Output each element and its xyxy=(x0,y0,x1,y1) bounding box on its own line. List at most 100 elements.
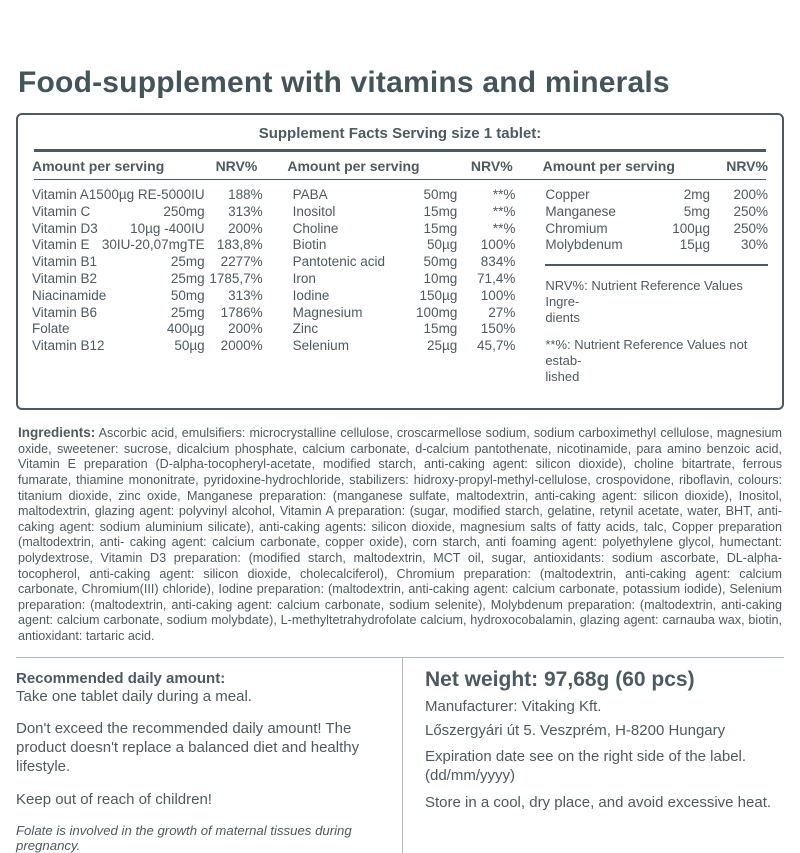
amount-per-serving-header: Amount per serving xyxy=(32,158,165,174)
nutrient-name: Manganese xyxy=(545,203,616,219)
nutrient-amount: 15µg xyxy=(679,237,710,253)
nutrient-amount: 5mg xyxy=(683,203,710,219)
page-title: Food-supplement with vitamins and minera… xyxy=(18,66,670,99)
nutrient-name: Iodine xyxy=(292,287,330,303)
nutrient-name: Vitamin D3 xyxy=(32,220,98,236)
nutrient-rows: Copper 2mg 200% Manganese 5mg 250% Chrom… xyxy=(545,187,768,254)
nutrient-nrv: 188% xyxy=(228,187,263,202)
nutrient-column-others: PABA 50mg **% Inositol 15mg **% Choline … xyxy=(293,187,516,396)
nutrient-nrv: 2000% xyxy=(220,338,263,354)
nutrient-amount: 1500µg RE-5000IU xyxy=(88,187,205,202)
nutrient-amount: 2mg xyxy=(683,187,710,202)
table-header-row: Amount per serving NRV% Amount per servi… xyxy=(32,152,768,179)
take-tablet-line: Take one tablet daily during a meal. xyxy=(16,687,252,705)
nutrient-name: Folate xyxy=(32,321,70,337)
nutrient-name: Vitamin B6 xyxy=(32,304,98,320)
nutrient-amount: 30IU-20,07mgTE xyxy=(101,237,205,253)
column-header-group-2: Amount per serving NRV% xyxy=(287,152,512,179)
table-row: Manganese 5mg 250% xyxy=(545,204,768,221)
nutrient-amount: 10mg xyxy=(423,270,458,286)
nutrient-nrv: **% xyxy=(492,187,516,202)
table-row: Copper 2mg 200% xyxy=(545,187,768,204)
nutrient-amount: 100mg xyxy=(416,304,458,320)
nutrient-nrv: **% xyxy=(492,203,516,219)
table-body: Vitamin A 1500µg RE-5000IU 188% Vitamin … xyxy=(32,180,768,396)
table-row: Vitamin E 30IU-20,07mgTE 183,8% xyxy=(32,237,263,254)
address-line: Lőszergyári út 5. Veszprém, H-8200 Hunga… xyxy=(425,721,726,739)
table-row: Choline 15mg **% xyxy=(293,221,516,238)
supplement-facts-table: Supplement Facts Serving size 1 tablet: … xyxy=(16,113,784,411)
table-row: Zinc 15mg 150% xyxy=(293,321,516,338)
column-header-group-3: Amount per serving NRV% xyxy=(543,152,768,179)
nutrient-amount: 50mg xyxy=(423,187,458,202)
nutrient-name: Inositol xyxy=(292,203,336,219)
nutrient-name: Vitamin E xyxy=(32,237,90,253)
nutrient-amount: 50mg xyxy=(423,254,458,270)
nutrient-amount: 150µg xyxy=(419,287,458,303)
nutrient-nrv: 200% xyxy=(733,187,768,202)
table-row: Vitamin C 250mg 313% xyxy=(32,204,263,221)
nutrient-amount: 15mg xyxy=(423,321,458,337)
table-row: Vitamin B1 25mg 2277% xyxy=(32,254,263,271)
nutrient-amount: 25mg xyxy=(170,304,205,320)
nutrient-name: Magnesium xyxy=(292,304,363,320)
nutrient-nrv: 834% xyxy=(480,254,516,270)
table-row: Vitamin D3 10µg -400IU 200% xyxy=(32,221,263,238)
warning-paragraph: Don't exceed the recommended daily amoun… xyxy=(16,719,360,775)
bottom-section: Recommended daily amount: Take one table… xyxy=(16,656,784,853)
nutrient-nrv: 313% xyxy=(228,287,263,303)
nutrient-name: Vitamin B12 xyxy=(32,338,105,354)
not-established-footnote: **%: Nutrient Reference Values not estab… xyxy=(545,337,748,385)
ingredients-text: Ascorbic acid, emulsifiers: microcrystal… xyxy=(18,426,782,643)
nutrient-rows: Vitamin A 1500µg RE-5000IU 188% Vitamin … xyxy=(32,187,263,355)
nutrient-name: Vitamin B2 xyxy=(32,270,98,286)
recommended-daily-heading: Recommended daily amount: xyxy=(16,669,226,687)
amount-per-serving-header: Amount per serving xyxy=(287,158,420,174)
nutrient-nrv: 30% xyxy=(740,237,768,253)
nutrient-nrv: 250% xyxy=(733,203,768,219)
nutrient-amount: 10µg -400IU xyxy=(130,220,205,236)
table-row: Vitamin B6 25mg 1786% xyxy=(32,305,263,322)
table-row: Molybdenum 15µg 30% xyxy=(545,237,768,254)
nutrient-nrv: 2277% xyxy=(220,254,263,270)
table-row: Inositol 15mg **% xyxy=(293,204,516,221)
nrv-header: NRV% xyxy=(470,158,513,174)
table-row: Folate 400µg 200% xyxy=(32,321,263,338)
column-header-group-1: Amount per serving NRV% xyxy=(32,152,257,179)
expiration-line: Expiration date see on the right side of… xyxy=(425,747,747,784)
table-row: Pantotenic acid 50mg 834% xyxy=(293,254,516,271)
nutrient-amount: 400µg xyxy=(166,321,205,337)
supplement-facts-title: Supplement Facts Serving size 1 tablet: xyxy=(258,125,542,142)
nutrient-name: Niacinamide xyxy=(32,287,107,303)
nutrient-name: Copper xyxy=(545,187,590,202)
table-row: Magnesium 100mg 27% xyxy=(293,305,516,322)
nutrient-amount: 25mg xyxy=(170,270,205,286)
nutrient-nrv: 150% xyxy=(480,321,516,337)
table-row: Vitamin B12 50µg 2000% xyxy=(32,338,263,355)
table-row: Biotin 50µg 100% xyxy=(293,237,516,254)
nutrient-name: Pantotenic acid xyxy=(292,254,385,270)
table-row: Iodine 150µg 100% xyxy=(293,288,516,305)
table-row: PABA 50mg **% xyxy=(293,187,516,204)
nutrient-nrv: 71,4% xyxy=(477,270,516,286)
manufacturer-info-block: Net weight: 97,68g (60 pcs) Manufacturer… xyxy=(402,657,784,853)
folate-note: Folate is involved in the growth of mate… xyxy=(16,822,352,853)
nutrient-amount: 15mg xyxy=(423,203,458,219)
nutrient-name: Chromium xyxy=(545,220,608,236)
nutrient-nrv: 100% xyxy=(480,237,516,253)
nutrient-name: Iron xyxy=(292,270,316,286)
nutrient-amount: 50mg xyxy=(170,287,205,303)
thick-rule xyxy=(34,149,766,152)
thin-rule xyxy=(34,179,766,180)
nutrient-amount: 25mg xyxy=(170,254,205,270)
table-row: Iron 10mg 71,4% xyxy=(293,271,516,288)
nutrient-amount: 25µg xyxy=(427,338,458,354)
nutrient-nrv: 1785,7% xyxy=(209,270,263,286)
nutrient-amount: 50µg xyxy=(174,338,205,354)
nutrient-name: Selenium xyxy=(292,338,349,354)
nutrient-column-vitamins: Vitamin A 1500µg RE-5000IU 188% Vitamin … xyxy=(32,187,263,396)
nrv-footnote: NRV%: Nutrient Reference Values Ingre- d… xyxy=(545,278,743,326)
nutrient-amount: 15mg xyxy=(423,220,458,236)
nutrient-name: Biotin xyxy=(292,237,327,253)
